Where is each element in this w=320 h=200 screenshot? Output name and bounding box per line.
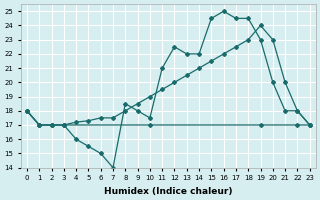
X-axis label: Humidex (Indice chaleur): Humidex (Indice chaleur) bbox=[104, 187, 233, 196]
